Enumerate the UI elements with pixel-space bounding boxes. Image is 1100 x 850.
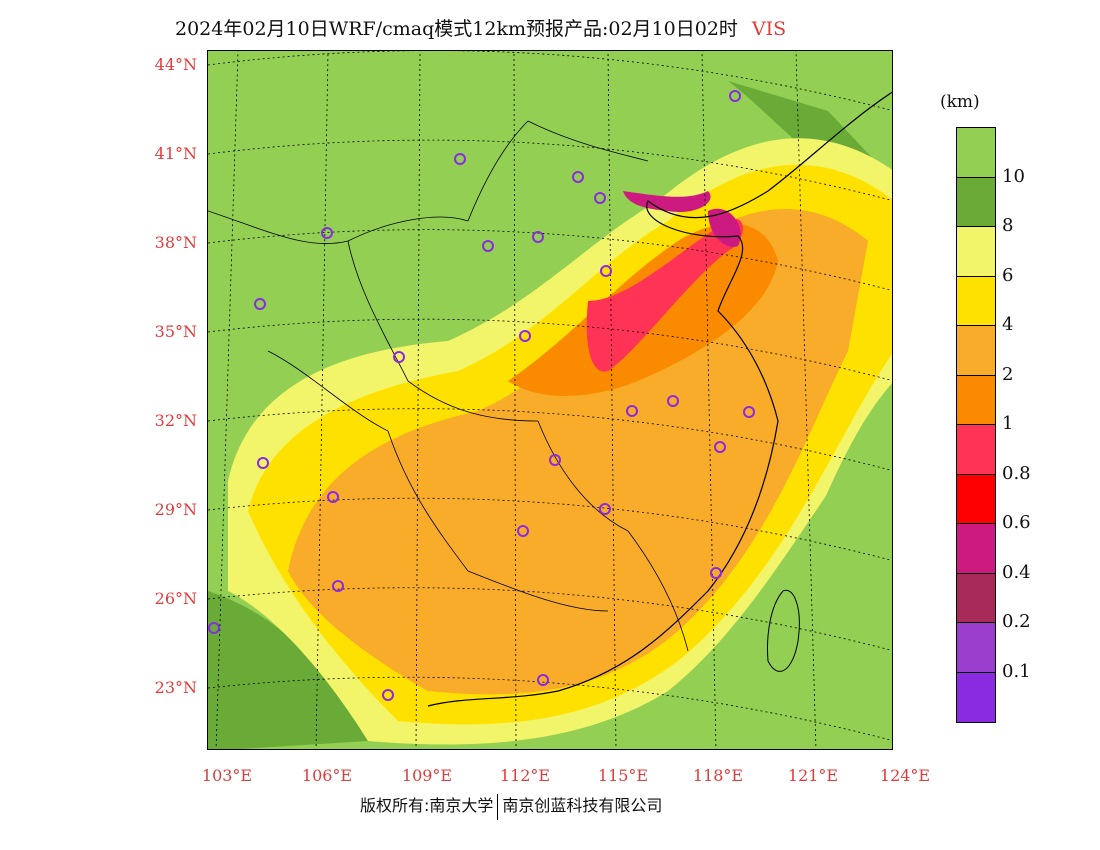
copyright-footer: 版权所有:南京大学 南京创蓝科技有限公司: [360, 792, 662, 820]
footer-separator: [497, 793, 499, 820]
city-marker: [532, 231, 544, 243]
legend-swatch: [957, 474, 995, 524]
city-marker: [482, 240, 494, 252]
legend-swatch: [957, 227, 995, 277]
lon-label: 106°E: [301, 766, 353, 785]
map-canvas: [208, 51, 892, 749]
city-marker: [327, 491, 339, 503]
city-marker: [710, 567, 722, 579]
city-marker: [257, 457, 269, 469]
legend-label: 6: [1002, 264, 1014, 286]
legend-swatch: [957, 177, 995, 227]
city-marker: [393, 351, 405, 363]
city-marker: [594, 192, 606, 204]
legend-swatch: [957, 623, 995, 673]
lat-label: 26°N: [154, 589, 197, 608]
legend-unit: (km): [940, 92, 980, 112]
graticule-lat: [208, 51, 892, 741]
lat-label: 38°N: [154, 233, 197, 252]
legend-label: 0.4: [1002, 561, 1031, 583]
lon-label: 112°E: [499, 766, 551, 785]
city-marker: [600, 265, 612, 277]
city-marker: [382, 689, 394, 701]
legend-swatch: [957, 128, 995, 178]
province-borders: [208, 120, 689, 652]
lon-label: 121°E: [787, 766, 839, 785]
city-marker: [743, 406, 755, 418]
lat-label: 35°N: [154, 322, 197, 341]
city-marker: [537, 674, 549, 686]
city-marker: [667, 395, 679, 407]
graticule-lon: [215, 51, 817, 749]
legend-swatch: [957, 672, 995, 722]
title-variable: VIS: [751, 18, 787, 40]
legend-label: 0.6: [1002, 512, 1031, 533]
city-marker: [332, 580, 344, 592]
city-marker: [572, 171, 584, 183]
city-marker: [729, 90, 741, 102]
legend-label: 0.2: [1002, 611, 1031, 632]
legend-swatch: [957, 425, 995, 475]
coastline: [427, 91, 892, 707]
lat-label: 44°N: [154, 55, 197, 74]
zone-0.4km-coast: [708, 208, 741, 247]
lon-label: 103°E: [201, 766, 253, 785]
lon-label: 115°E: [597, 766, 649, 785]
legend-swatch: [957, 276, 995, 326]
legend-label: 10: [1002, 165, 1025, 187]
lat-label: 29°N: [154, 500, 197, 519]
title-main: 2024年02月10日WRF/cmaq模式12km预报产品:02月10日02时: [175, 18, 738, 40]
lat-label: 32°N: [154, 411, 197, 430]
forecast-map: [207, 50, 893, 750]
lat-label: 23°N: [154, 678, 197, 697]
city-marker: [714, 441, 726, 453]
legend-label: 0.1: [1002, 660, 1031, 682]
legend-swatch: [957, 326, 995, 376]
zone-0.4km-bohai: [623, 191, 711, 212]
city-marker: [599, 503, 611, 515]
zone-8km-southwest: [208, 591, 368, 749]
legend-label: 0.8: [1002, 462, 1031, 484]
legend-swatch: [957, 375, 995, 425]
lon-label: 124°E: [879, 766, 931, 785]
city-marker: [454, 153, 466, 165]
city-marker: [626, 405, 638, 417]
legend-swatch: [957, 573, 995, 623]
zone-0.8km: [586, 218, 743, 372]
lon-label: 118°E: [692, 766, 744, 785]
city-marker: [519, 330, 531, 342]
legend-label: 2: [1002, 363, 1014, 385]
taiwan-outline: [767, 589, 800, 672]
city-marker: [549, 454, 561, 466]
copyright-left: 版权所有:南京大学: [360, 796, 494, 815]
city-marker: [254, 298, 266, 310]
lat-label: 41°N: [154, 144, 197, 163]
east-sea-fill: [709, 383, 892, 749]
copyright-right: 南京创蓝科技有限公司: [502, 796, 663, 815]
color-legend: [956, 127, 996, 723]
legend-swatch: [957, 524, 995, 574]
chart-title: 2024年02月10日WRF/cmaq模式12km预报产品:02月10日02时 V…: [175, 14, 786, 41]
city-marker: [517, 525, 529, 537]
city-marker: [208, 622, 220, 634]
lon-label: 109°E: [401, 766, 453, 785]
legend-label: 1: [1002, 413, 1014, 434]
city-marker: [321, 227, 333, 239]
legend-label: 8: [1002, 215, 1014, 236]
city-markers: [208, 90, 755, 701]
legend-label: 4: [1002, 314, 1014, 335]
